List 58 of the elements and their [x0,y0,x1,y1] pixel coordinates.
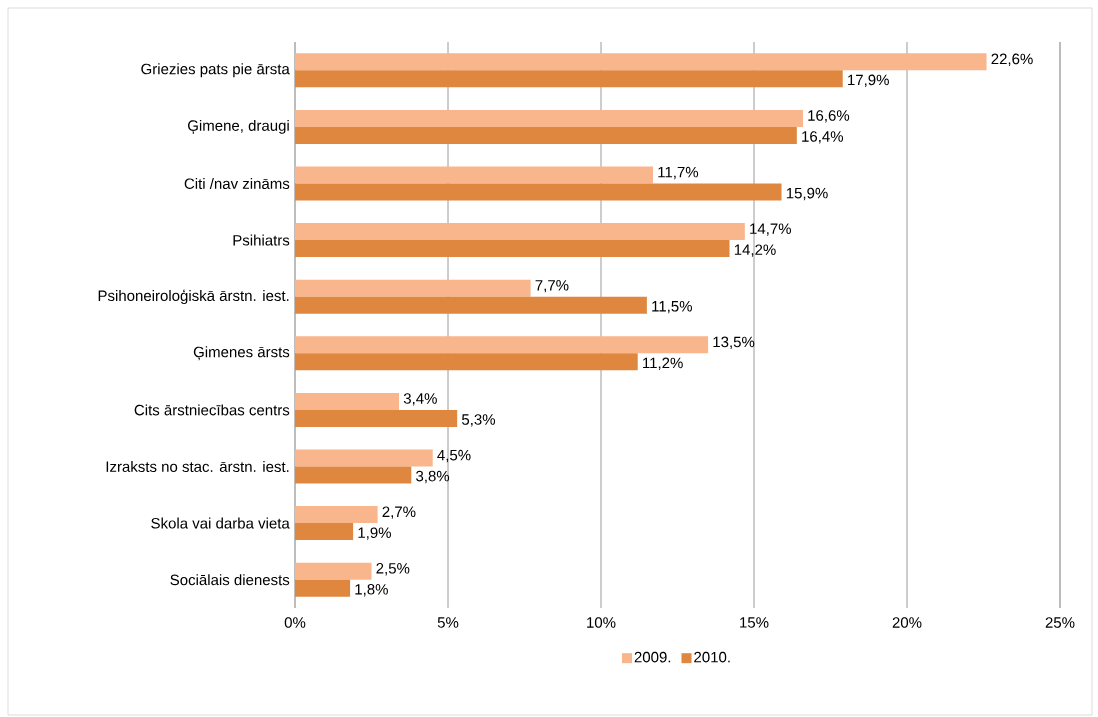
data-label: 13,5% [713,336,755,349]
bar [295,523,354,541]
x-tick-label: 10% [587,617,616,628]
bar [295,279,531,297]
data-label: 1,9% [358,527,391,540]
data-label: 14,7% [750,223,792,236]
bar [295,53,987,71]
data-label: 11,7% [658,166,699,180]
bar [295,296,647,314]
legend-label: 2009. [634,651,671,663]
data-label: 16,6% [808,110,850,123]
y-tick-label: Izraksts no stac. ārstn. iest. [106,460,289,472]
y-tick-label: Griezies pats pie ārsta [141,63,290,78]
data-label: 2,5% [376,563,410,576]
data-label: 4,5% [437,449,471,463]
y-tick-label: Cits ārstniecības centrs [134,404,290,416]
x-tick-label: 15% [740,617,769,628]
bar [295,466,412,484]
data-label: 22,6% [991,53,1033,66]
data-label: 1,8% [355,583,388,597]
y-tick-label: Citi /nav zināms [184,177,290,189]
data-label: 2,7% [382,506,416,519]
bar [295,70,843,88]
bar [295,240,730,258]
y-tick-label: Psihoneiroloģiskā ārstn. iest. [98,289,289,304]
bar [295,353,638,371]
bar [295,223,745,241]
data-label: 11,2% [643,357,683,370]
y-tick-label: Ģimenes ārsts [193,346,290,361]
data-label: 11,5% [652,301,692,314]
y-tick-label: Ģimene, draugi [188,119,289,134]
y-tick-label: Skola vai darba vieta [151,517,290,529]
data-label: 3,4% [403,393,437,406]
x-tick-label: 0% [284,617,306,628]
bar [295,126,797,144]
data-label: 3,8% [416,470,450,484]
data-label: 16,4% [802,131,844,144]
bar [295,409,458,427]
bar [295,392,400,410]
x-tick-label: 20% [892,617,922,628]
data-label: 5,3% [461,414,496,427]
y-tick-label: Sociālais dienests [170,574,290,586]
bar [295,166,654,184]
bar [295,562,372,580]
y-tick-label: Psihiatrs [233,234,290,246]
data-label: 17,9% [848,74,889,87]
bar [295,579,351,597]
bar [295,506,378,524]
data-label: 15,9% [786,187,828,201]
data-label: 14,2% [734,244,776,257]
data-label: 7,7% [535,280,569,293]
bar [295,336,709,354]
x-tick-label: 5% [437,617,459,628]
bar [295,183,782,201]
legend-label: 2010. [694,651,730,663]
bar [295,449,433,467]
x-tick-label: 25% [1045,617,1075,628]
bar [295,109,803,127]
